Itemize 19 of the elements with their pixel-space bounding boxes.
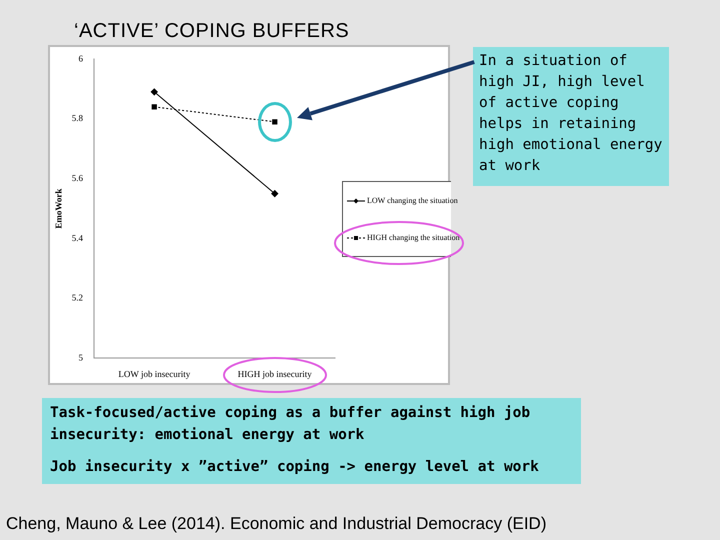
x-tick-label: HIGH job insecurity [238,368,312,379]
chart-title: ‘ACTIVE’ COPING BUFFERS [74,20,350,43]
text: Cheng, Mauno & Lee (2014). Economic and Industrial Democracy (EID) [6,514,546,534]
y-tick-label: 5.2 [72,292,84,303]
text: Job insecurity x ”active” coping -> energy level at work [50,458,540,477]
y-tick-label: 6 [78,53,84,64]
point [271,190,278,198]
text: Task-focused/active coping as a buffer against high job insecurity: emotional energy at work [50,404,532,445]
y-tick-label: 5.4 [72,232,84,243]
x-tick-label: LOW job insecurity [118,368,191,379]
y-tick-label: 5 [78,352,84,363]
y-tick-label: 5.6 [72,173,84,184]
legend-label: HIGH changing the situation [367,233,460,242]
legend-label: LOW changing the situation [367,196,458,205]
text: In a situation of high JI, high level of active coping helps in retaining high emotional energy at work [473,47,669,186]
point [152,104,157,110]
y-tick-label: 5.8 [72,113,84,124]
y-axis-title: EmoWork [54,188,64,229]
point [150,88,158,96]
